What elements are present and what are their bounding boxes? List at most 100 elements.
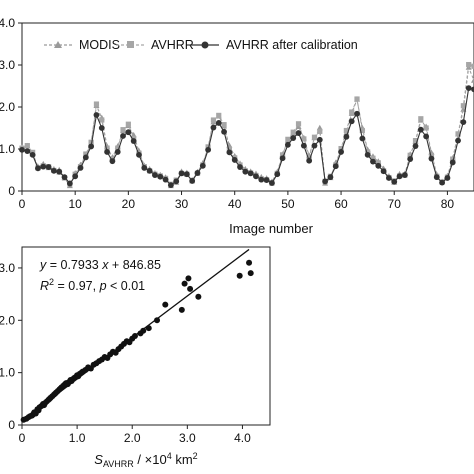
calibrated-point: [284, 141, 291, 148]
calibrated-point: [386, 175, 392, 181]
avhrr-point: [99, 117, 105, 123]
scatter-point: [178, 306, 185, 313]
calibrated-point: [136, 151, 142, 158]
calibrated-point: [77, 165, 84, 171]
calibrated-point: [98, 125, 105, 131]
legend-marker-triangle: [54, 41, 62, 48]
avhrr-point: [226, 146, 232, 152]
avhrr-point: [311, 134, 318, 140]
calibrated-point: [471, 86, 474, 93]
calibrated-point: [253, 173, 259, 180]
x-tick-label: 1.0: [69, 431, 86, 445]
calibrated-point: [72, 173, 79, 180]
line-chart-panel: 0 10 20 30 40 50 60 70 80 0 1.0 2.0 3.0 4.0 MODIS AVH…: [0, 16, 474, 236]
series-line-2: [21, 63, 474, 185]
legend-label-modis: MODIS: [79, 38, 120, 52]
x-tick-label: 0: [19, 197, 26, 211]
scatter-point: [154, 317, 161, 324]
eq-tail: + 846.85: [108, 258, 161, 272]
calibrated-point: [40, 163, 47, 170]
avhrr-point: [359, 127, 365, 134]
avhrr-point: [306, 155, 312, 161]
calibrated-point: [56, 168, 63, 175]
calibrated-point: [300, 142, 307, 149]
avhrr-point: [428, 152, 435, 158]
x-tick-label: 50: [281, 197, 295, 211]
calibrated-point: [104, 149, 110, 155]
avhrr-point: [412, 138, 419, 144]
calibrated-point: [162, 176, 169, 183]
calibrated-point: [455, 137, 461, 144]
calibrated-point: [231, 157, 238, 163]
scatter-x-axis-label: SAVHRR / ×104 km2: [94, 451, 197, 469]
xlabel-sub: AVHRR: [103, 459, 134, 469]
x-tick-label: 4.0: [234, 431, 251, 445]
avhrr-point: [317, 128, 323, 134]
calibrated-point: [428, 155, 435, 162]
y-tick-label: 0: [8, 418, 15, 432]
avhrr-point: [295, 121, 302, 127]
avhrr-point: [354, 96, 360, 102]
calibrated-point: [380, 168, 387, 175]
avhrr-point: [466, 61, 472, 68]
x-tick-label: 40: [228, 197, 242, 211]
xlabel-unit-post: km: [172, 452, 193, 467]
xlabel-unit-sup: 4: [167, 451, 172, 461]
calibrated-point: [423, 133, 430, 140]
r-sup: 2: [49, 277, 54, 287]
calibrated-point: [82, 154, 89, 161]
avhrr-point: [125, 121, 131, 127]
avhrr-point: [460, 103, 466, 109]
x-tick-label: 2.0: [124, 431, 141, 445]
calibrated-point: [61, 174, 68, 181]
scatter-points: [20, 259, 254, 423]
calibrated-point: [322, 178, 329, 185]
calibrated-point: [19, 146, 25, 153]
avhrr-point: [455, 131, 461, 137]
calibrated-point: [364, 151, 371, 158]
x-tick-label: 60: [334, 197, 348, 211]
scatter-chart-ticks: 0 1.0 2.0 3.0 4.0 0 1.0 2.0 3.0: [0, 261, 251, 445]
y-tick-label: 0: [8, 184, 15, 198]
regression-stats: R2 = 0.97, p < 0.01: [40, 277, 145, 293]
calibrated-point: [199, 162, 206, 169]
calibrated-point: [343, 133, 350, 140]
legend-label-avhrr: AVHRR: [151, 38, 194, 52]
avhrr-point: [301, 136, 307, 142]
calibrated-point: [35, 165, 41, 172]
calibrated-point: [370, 158, 376, 165]
avhrr-point: [343, 127, 349, 134]
scatter-point: [145, 325, 152, 332]
avhrr-point: [115, 145, 121, 151]
regression-equation: y = 0.7933 x + 846.85: [39, 258, 161, 272]
line-chart-ticks: 0 10 20 30 40 50 60 70 80 0 1.0 2.0 3.0 4.0: [0, 16, 454, 211]
calibrated-point: [247, 170, 254, 177]
calibrated-point: [316, 136, 323, 143]
calibrated-point: [412, 143, 419, 149]
calibrated-point: [125, 129, 132, 136]
avhrr-point: [407, 152, 413, 158]
scatter-point: [247, 270, 254, 277]
r-tail: = 0.97,: [54, 279, 100, 293]
avhrr-point: [83, 151, 89, 157]
avhrr-point: [24, 143, 30, 149]
calibrated-point: [157, 173, 164, 180]
calibrated-point: [401, 172, 408, 178]
avhrr-point: [120, 127, 126, 133]
calibrated-point: [433, 174, 440, 181]
avhrr-point: [349, 109, 355, 115]
calibrated-point: [242, 168, 249, 175]
legend-marker-circle: [201, 41, 209, 49]
calibrated-point: [417, 126, 424, 133]
chart-legend: MODIS AVHRR AVHRR after calibration: [44, 38, 358, 52]
avhrr-point: [450, 156, 456, 162]
calibrated-point: [66, 180, 73, 187]
eq-y: y: [39, 258, 47, 272]
y-tick-label: 1.0: [0, 366, 15, 380]
avhrr-point: [216, 112, 222, 118]
x-tick-label: 0: [19, 431, 26, 445]
calibrated-point: [226, 149, 233, 156]
calibrated-point: [465, 85, 472, 91]
avhrr-point: [221, 122, 227, 128]
